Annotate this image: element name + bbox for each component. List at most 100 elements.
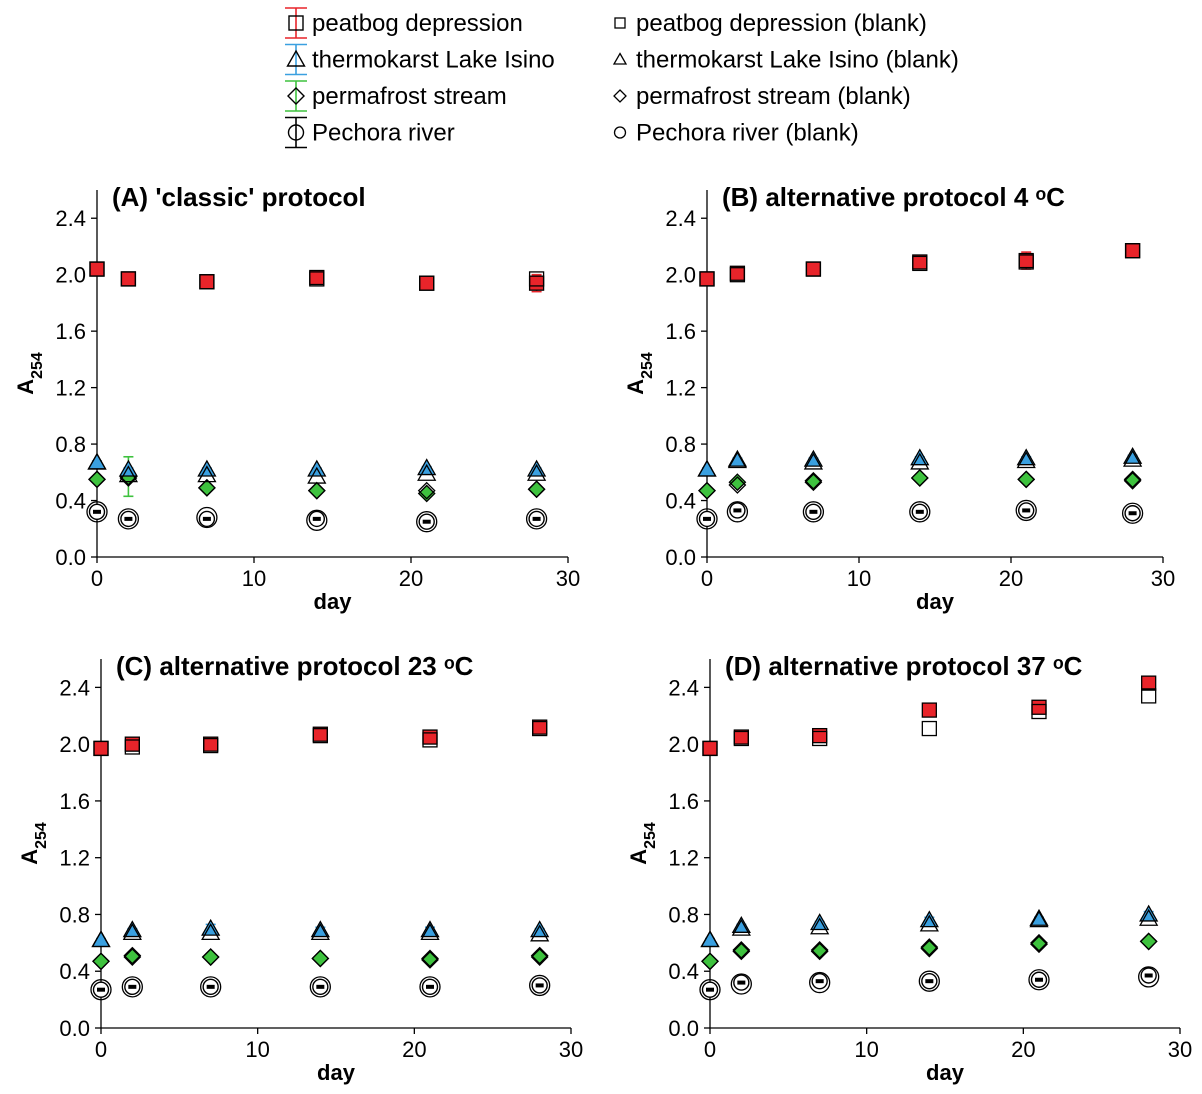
chart-panel-c: 0.0 0.4 0.8 1.2 1.6 2.0 2.4 0 10 20 30 day A254 (C) a… [17, 651, 583, 1085]
x-tick-label: 0 [95, 1037, 107, 1062]
blank-point-river [802, 501, 825, 523]
blank-point-peat [528, 271, 545, 287]
legend-blank-item-river: Pechora river (blank) [613, 120, 859, 147]
data-point-peat [699, 271, 715, 287]
data-point-peat [1031, 699, 1047, 715]
y-tick-label: 0.4 [59, 959, 90, 984]
blank-point-lake [307, 466, 327, 484]
series-river [699, 966, 1160, 1001]
blank-point-stream [1123, 471, 1142, 490]
blank-point-peat [1018, 254, 1034, 270]
y-tick-label: 1.2 [59, 846, 90, 871]
data-point-core [202, 516, 211, 521]
blank-point-river [419, 976, 441, 998]
data-point-lake [910, 448, 930, 466]
y-axis-title-main: A [623, 379, 648, 395]
blank-point-lake [1122, 449, 1143, 467]
data-point-core [706, 987, 714, 992]
y-tick-label: 2.4 [665, 206, 696, 231]
blank-point-river [809, 971, 831, 994]
blank-point-lake [910, 452, 930, 470]
x-tick-label: 0 [704, 1037, 716, 1062]
data-point-core [815, 979, 824, 984]
legend: peatbog depression thermokarst Lake Isino… [285, 7, 959, 149]
chart-panel-b: 0.0 0.4 0.8 1.2 1.6 2.0 2.4 0 10 20 30 day A254 (B) a… [623, 182, 1175, 614]
data-point-peat [1141, 675, 1157, 691]
blank-point-river [726, 501, 749, 523]
blank-point-river [529, 974, 551, 997]
data-point-stream [421, 949, 439, 968]
data-point-core [124, 516, 133, 521]
data-point-lake [87, 452, 107, 470]
x-axis-title: day [926, 1060, 965, 1085]
blank-point-river [730, 973, 752, 995]
blank-point-lake [1016, 451, 1036, 469]
y-tick-label: 0.8 [668, 902, 699, 927]
blank-point-stream [123, 948, 142, 966]
data-point-core [426, 984, 434, 989]
legend-blank-item-peat: peatbog depression (blank) [614, 10, 927, 37]
x-tick-label: 20 [1011, 1037, 1035, 1062]
data-point-lake [919, 910, 939, 928]
y-tick-label: 1.2 [55, 376, 86, 401]
blank-point-peat [912, 255, 928, 272]
blank-point-river [1121, 502, 1144, 524]
data-point-peat [921, 702, 937, 718]
y-axis-title: A254 [17, 822, 50, 865]
legend-label: permafrost stream [312, 83, 507, 110]
legend-marker-diamond [287, 87, 305, 105]
blank-point-stream [88, 470, 106, 489]
data-point-stream [307, 481, 326, 500]
x-tick-label: 10 [847, 566, 871, 591]
blank-point-stream [701, 952, 719, 971]
blank-point-peat [1031, 703, 1047, 720]
legend-blank-item-lake: thermokarst Lake Isino (blank) [612, 47, 959, 74]
blank-point-stream [732, 942, 751, 961]
x-tick-label: 20 [402, 1037, 426, 1062]
data-point-stream [1123, 470, 1142, 489]
x-axis-title: day [916, 589, 955, 614]
data-point-peat [729, 265, 746, 281]
blank-point-peat [422, 732, 438, 748]
blank-point-river [918, 970, 940, 992]
blank-point-lake [1029, 910, 1049, 928]
y-axis-title: A254 [623, 352, 656, 395]
blank-point-stream [307, 481, 326, 500]
y-axis-title-subscript: 254 [29, 352, 46, 379]
blank-point-peat [702, 740, 718, 757]
x-tick-label: 0 [91, 566, 103, 591]
y-tick-label: 2.0 [668, 732, 699, 757]
legend-item-lake: thermokarst Lake Isino [285, 43, 555, 76]
data-point-lake [91, 930, 111, 948]
blank-point-lake [803, 452, 824, 470]
y-tick-label: 2.4 [55, 206, 86, 231]
series-lake [697, 446, 1143, 477]
data-point-lake [727, 449, 748, 467]
data-point-core [97, 987, 105, 992]
y-tick-label: 0.4 [55, 489, 86, 514]
y-tick-label: 0.0 [55, 545, 86, 570]
blank-point-stream [1017, 470, 1036, 489]
blank-point-lake [87, 452, 107, 470]
data-point-stream [201, 948, 220, 966]
data-point-peat [124, 736, 140, 752]
x-tick-label: 30 [1168, 1037, 1192, 1062]
data-point-lake [1029, 908, 1049, 926]
blank-point-peat [805, 261, 822, 277]
y-tick-label: 2.4 [59, 675, 90, 700]
data-point-lake [201, 918, 221, 936]
data-point-stream [530, 946, 549, 965]
y-tick-label: 0.0 [668, 1016, 699, 1041]
series-peat [702, 675, 1157, 757]
data-point-core [1128, 511, 1137, 516]
blank-point-lake [310, 923, 330, 941]
legend-item-stream: permafrost stream [285, 80, 507, 112]
data-point-stream [311, 949, 330, 968]
legend-blank-item-stream: permafrost stream (blank) [613, 83, 911, 110]
blank-point-river [121, 976, 143, 998]
data-point-peat [1018, 252, 1034, 269]
x-axis-title: day [314, 589, 353, 614]
y-tick-label: 2.0 [55, 263, 86, 288]
chart-panel-a: 0.0 0.4 0.8 1.2 1.6 2.0 2.4 0 10 20 30 day A254 (A) '… [13, 182, 580, 614]
